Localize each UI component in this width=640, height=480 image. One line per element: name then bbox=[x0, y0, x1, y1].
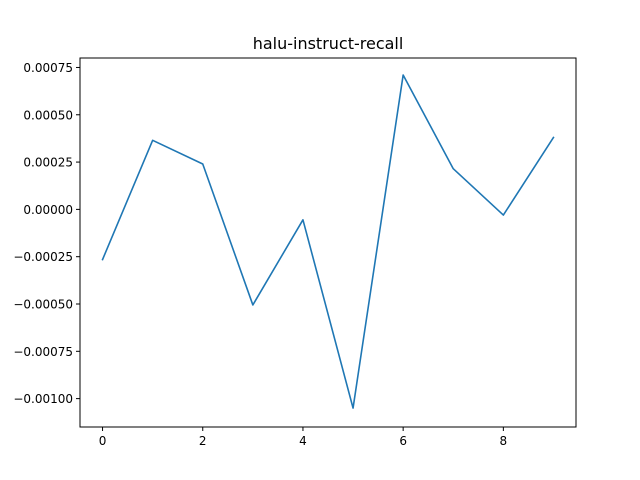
y-tick-label: 0.00000 bbox=[23, 203, 73, 217]
x-tick-label: 0 bbox=[99, 434, 107, 448]
x-tick-label: 8 bbox=[500, 434, 508, 448]
chart-title: halu-instruct-recall bbox=[253, 34, 404, 53]
y-tick-label: 0.00075 bbox=[23, 61, 73, 75]
x-tick-label: 2 bbox=[199, 434, 207, 448]
x-axis: 0 2 4 6 8 bbox=[99, 427, 507, 448]
y-tick-label: −0.00025 bbox=[13, 250, 73, 264]
y-axis: −0.00100 −0.00075 −0.00050 −0.00025 0.00000 0… bbox=[13, 61, 80, 406]
y-tick-label: −0.00050 bbox=[13, 298, 73, 312]
series-group bbox=[101, 74, 555, 409]
y-tick-label: −0.00075 bbox=[13, 345, 73, 359]
y-tick-label: 0.00050 bbox=[23, 108, 73, 122]
plot-frame bbox=[79, 57, 577, 428]
x-tick-label: 6 bbox=[399, 434, 407, 448]
x-tick-label: 4 bbox=[299, 434, 307, 448]
y-tick-label: −0.00100 bbox=[13, 392, 73, 406]
series-line bbox=[101, 74, 555, 409]
y-tick-label: 0.00025 bbox=[23, 156, 73, 170]
